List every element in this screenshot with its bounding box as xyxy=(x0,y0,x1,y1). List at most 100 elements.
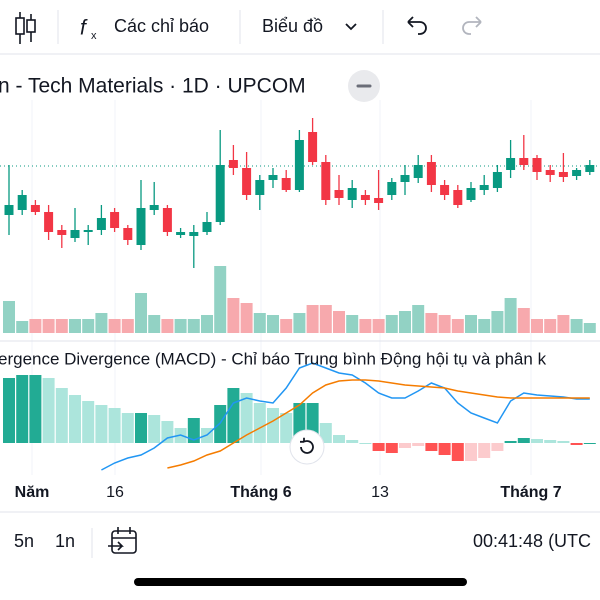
macd-histogram-bar xyxy=(557,441,570,443)
chart-button[interactable]: Biểu đồ xyxy=(262,16,323,36)
macd-histogram-bar xyxy=(438,443,451,455)
candle-icon[interactable] xyxy=(15,12,36,44)
candle-body xyxy=(4,205,14,215)
volume-bar xyxy=(425,313,438,333)
macd-histogram-bar xyxy=(531,439,543,443)
candle-body xyxy=(17,195,27,210)
candle-body xyxy=(202,222,212,232)
volume-bar xyxy=(42,319,55,333)
macd-histogram-bar xyxy=(82,401,95,443)
macd-histogram-bar xyxy=(3,378,15,443)
macd-histogram-bar xyxy=(148,415,161,443)
plot: Năm 16 Tháng 6 13 Tháng 7 xyxy=(0,100,600,501)
volume-bar xyxy=(517,308,530,333)
candle-body xyxy=(176,232,186,235)
volume-bar xyxy=(161,319,174,333)
candle-body xyxy=(123,228,133,240)
candle-body xyxy=(44,212,54,232)
clock: 00:41:48 (UTC xyxy=(473,531,591,551)
interval-button[interactable]: 5n xyxy=(14,531,34,551)
candle-body xyxy=(255,180,265,195)
candle-body xyxy=(189,232,199,236)
volume-bar xyxy=(531,319,543,333)
macd-histogram-bar xyxy=(121,413,134,443)
macd-histogram-bar xyxy=(412,443,425,446)
volume-bar xyxy=(82,319,95,333)
volume-bar xyxy=(148,315,161,333)
candle-body xyxy=(308,132,318,162)
reset-button[interactable] xyxy=(289,429,325,465)
dropdown-icon xyxy=(345,23,357,31)
volume-bar xyxy=(135,293,147,333)
indicators-button[interactable]: Các chỉ báo xyxy=(114,16,209,36)
volume-bar xyxy=(438,315,451,333)
volume-bar xyxy=(491,311,504,333)
volume-bar xyxy=(16,321,29,333)
macd-histogram-bar xyxy=(29,375,42,443)
volume-bar xyxy=(293,313,306,333)
volume-bar xyxy=(69,319,81,333)
macd-histogram-bar xyxy=(319,423,332,443)
candle-body xyxy=(453,190,463,205)
macd-histogram-bar xyxy=(240,393,253,443)
macd-histogram-bar xyxy=(583,443,596,444)
volume-bar xyxy=(359,319,372,333)
candle-body xyxy=(492,172,502,188)
volume-bar xyxy=(399,311,411,333)
candle-body xyxy=(149,205,159,210)
macd-histogram-bar xyxy=(478,443,491,458)
volume-bar xyxy=(346,315,359,333)
reset-icon xyxy=(300,437,314,454)
volume-bar xyxy=(333,311,345,333)
macd-histogram-bar xyxy=(517,438,530,443)
candle-body xyxy=(545,170,555,175)
macd-histogram-bar xyxy=(227,388,240,443)
candle-body xyxy=(585,165,595,172)
macd-histogram-bar xyxy=(372,443,385,451)
candle-body xyxy=(426,162,436,185)
goto-date-icon[interactable] xyxy=(108,527,137,554)
macd-histogram-bar xyxy=(544,440,557,443)
volume-bar xyxy=(451,319,464,333)
volume-bar xyxy=(108,319,121,333)
x-axis-label: 16 xyxy=(106,484,124,501)
volume-bar xyxy=(174,319,187,333)
x-axis-label: Tháng 6 xyxy=(230,484,291,501)
candle-body xyxy=(334,190,344,198)
volume-bar xyxy=(583,323,596,333)
candle-body xyxy=(400,175,410,182)
macd-histogram-bar xyxy=(570,443,583,445)
macd-label: ergence Divergence (MACD) - Chỉ báo Trun… xyxy=(0,349,547,368)
macd-histogram-bar xyxy=(16,375,29,443)
candle-body xyxy=(136,208,146,245)
volume-bar xyxy=(214,266,227,333)
undo-button[interactable] xyxy=(407,16,427,35)
fx-icon[interactable]: f xyxy=(80,17,88,40)
macd-histogram-bar xyxy=(108,408,121,443)
macd-histogram-bar xyxy=(333,435,345,443)
candle-body xyxy=(70,230,80,238)
macd-histogram-bar xyxy=(385,443,398,453)
candle-body xyxy=(268,175,278,180)
home-indicator xyxy=(134,578,467,586)
redo-button[interactable] xyxy=(462,16,482,35)
macd-histogram-bar xyxy=(42,378,55,443)
volume-bar xyxy=(227,298,240,333)
candle-body xyxy=(110,212,120,228)
volume-bar xyxy=(121,319,134,333)
candle-body xyxy=(162,208,172,232)
volume-bar xyxy=(557,315,570,333)
x-axis-label: 13 xyxy=(371,484,389,501)
interval-button[interactable]: 1n xyxy=(55,531,75,551)
candle-body xyxy=(281,178,291,190)
macd-histogram-bar xyxy=(359,443,372,444)
macd-histogram-bar xyxy=(161,421,174,443)
candle-body xyxy=(374,198,384,203)
macd-histogram-bar xyxy=(346,440,359,443)
volume-bar xyxy=(465,315,477,333)
volume-bar xyxy=(201,315,213,333)
volume-bar xyxy=(55,319,68,333)
candle-body xyxy=(466,188,476,200)
volume-bar xyxy=(240,303,253,333)
